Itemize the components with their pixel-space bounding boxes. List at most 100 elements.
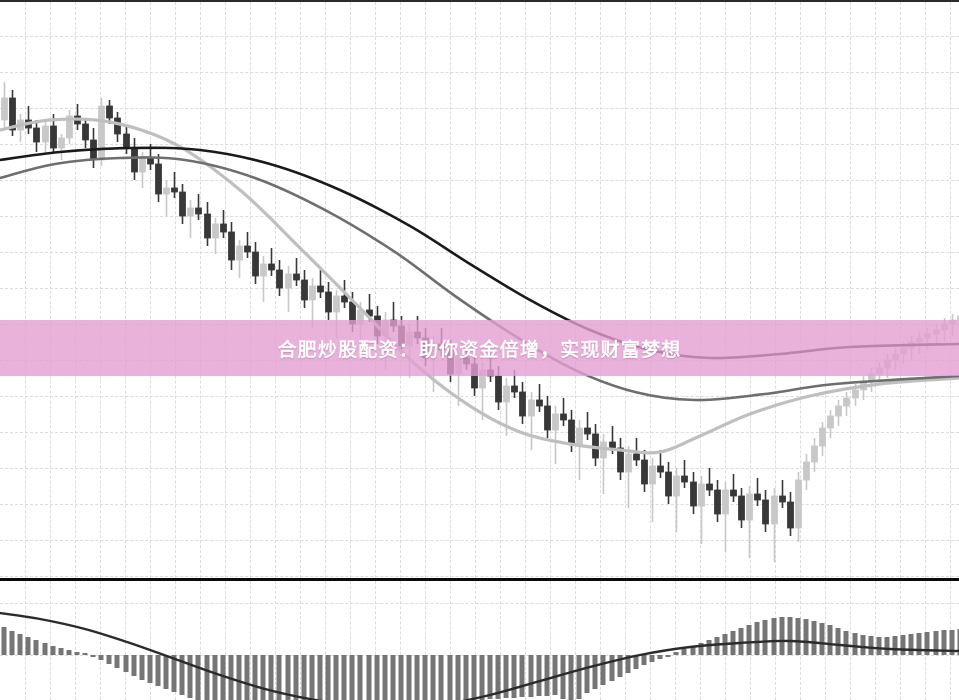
macd-histogram-bar [827, 625, 833, 655]
candle-body [82, 123, 89, 141]
macd-histogram-bar [163, 655, 169, 689]
candle-body [698, 483, 705, 507]
candle-body [803, 461, 810, 481]
candle-body [673, 475, 680, 497]
candle-body [633, 453, 640, 461]
macd-histogram-bar [382, 655, 388, 700]
macd-histogram-bar [762, 620, 768, 655]
macd-histogram-bar [852, 633, 858, 655]
macd-histogram-bar [447, 655, 453, 700]
macd-histogram-bar [633, 655, 639, 669]
macd-histogram-bar [609, 655, 615, 681]
candle-body [762, 499, 769, 525]
macd-histogram-bar [900, 635, 906, 655]
candle-body [787, 501, 794, 529]
candle-body [690, 481, 697, 507]
candle-body [852, 389, 859, 399]
macd-histogram-bar [690, 646, 696, 655]
candle-body [584, 427, 591, 435]
candle-body [795, 479, 802, 529]
macd-histogram-bar [706, 640, 712, 655]
macd-indicator-panel[interactable] [0, 581, 959, 700]
banner-background [0, 320, 959, 376]
macd-histogram-bar [90, 655, 96, 657]
macd-histogram-bar [519, 655, 525, 697]
macd-histogram-bar [592, 655, 598, 689]
candle-body [560, 413, 567, 421]
candle-body [657, 465, 664, 473]
macd-histogram-bar [309, 655, 315, 700]
price-chart-panel[interactable] [0, 2, 959, 578]
candle-body [317, 285, 324, 293]
macd-histogram-series [0, 581, 959, 700]
candle-body [552, 413, 559, 431]
candle-body [301, 279, 308, 301]
candle-body [722, 489, 729, 515]
macd-histogram-bar [641, 655, 647, 665]
macd-histogram-bar [147, 655, 153, 683]
candle-body [706, 483, 713, 491]
macd-histogram-bar [779, 617, 785, 655]
candle-body [293, 273, 300, 281]
macd-histogram-bar [884, 637, 890, 655]
candle-body [843, 397, 850, 407]
candle-body [260, 263, 267, 277]
macd-histogram-bar [58, 648, 64, 655]
macd-histogram-bar [366, 655, 372, 700]
macd-histogram-bar [868, 636, 874, 655]
candle-body [179, 191, 186, 217]
candle-body [754, 493, 761, 501]
candle-body [495, 375, 502, 403]
macd-histogram-bar [625, 655, 631, 673]
macd-histogram-bar [479, 655, 485, 700]
candle-body [665, 471, 672, 497]
macd-histogram-bar [268, 655, 274, 700]
candle-body [220, 223, 227, 233]
top-border-rule [0, 0, 959, 2]
macd-histogram-bar [471, 655, 477, 700]
macd-histogram-bar [463, 655, 469, 700]
candle-body [519, 391, 526, 417]
macd-histogram-bar [131, 655, 137, 676]
macd-histogram-bar [171, 655, 177, 692]
macd-histogram-bar [503, 655, 509, 698]
candle-body [98, 105, 105, 161]
macd-histogram-bar [66, 650, 72, 655]
macd-histogram-bar [860, 635, 866, 655]
candle-body [827, 415, 834, 429]
macd-histogram-bar [293, 655, 299, 700]
candle-body [609, 441, 616, 449]
macd-histogram-bar [916, 633, 922, 655]
candle-body [123, 133, 130, 149]
candle-body [50, 125, 57, 149]
macd-histogram-bar [9, 631, 15, 655]
candle-body [66, 115, 73, 139]
macd-histogram-bar [787, 617, 793, 655]
candle-body [131, 147, 138, 173]
macd-histogram-bar [42, 643, 48, 655]
macd-histogram-bar [600, 655, 606, 685]
moving-average-line [0, 156, 959, 402]
macd-histogram-bar [811, 621, 817, 655]
macd-histogram-bar [438, 655, 444, 700]
macd-histogram-bar [430, 655, 436, 700]
candlestick-series [0, 2, 959, 578]
candle-body [738, 495, 745, 521]
macd-histogram-bar [390, 655, 396, 700]
candle-body [285, 273, 292, 289]
macd-histogram-bar [406, 655, 412, 700]
candle-body [228, 231, 235, 261]
macd-histogram-bar [455, 655, 461, 700]
macd-histogram-bar [333, 655, 339, 700]
macd-histogram-bar [325, 655, 331, 700]
macd-histogram-bar [487, 655, 493, 699]
macd-histogram-bar [803, 619, 809, 655]
headline-banner: 合肥炒股配资：助你资金倍增，实现财富梦想 [0, 320, 959, 376]
macd-histogram-bar [746, 625, 752, 655]
macd-histogram-bar [114, 655, 120, 668]
macd-histogram-bar [17, 634, 23, 655]
macd-histogram-bar [123, 655, 129, 672]
macd-histogram-bar [544, 655, 550, 696]
macd-histogram-bar [25, 637, 31, 655]
macd-histogram-bar [933, 631, 939, 655]
